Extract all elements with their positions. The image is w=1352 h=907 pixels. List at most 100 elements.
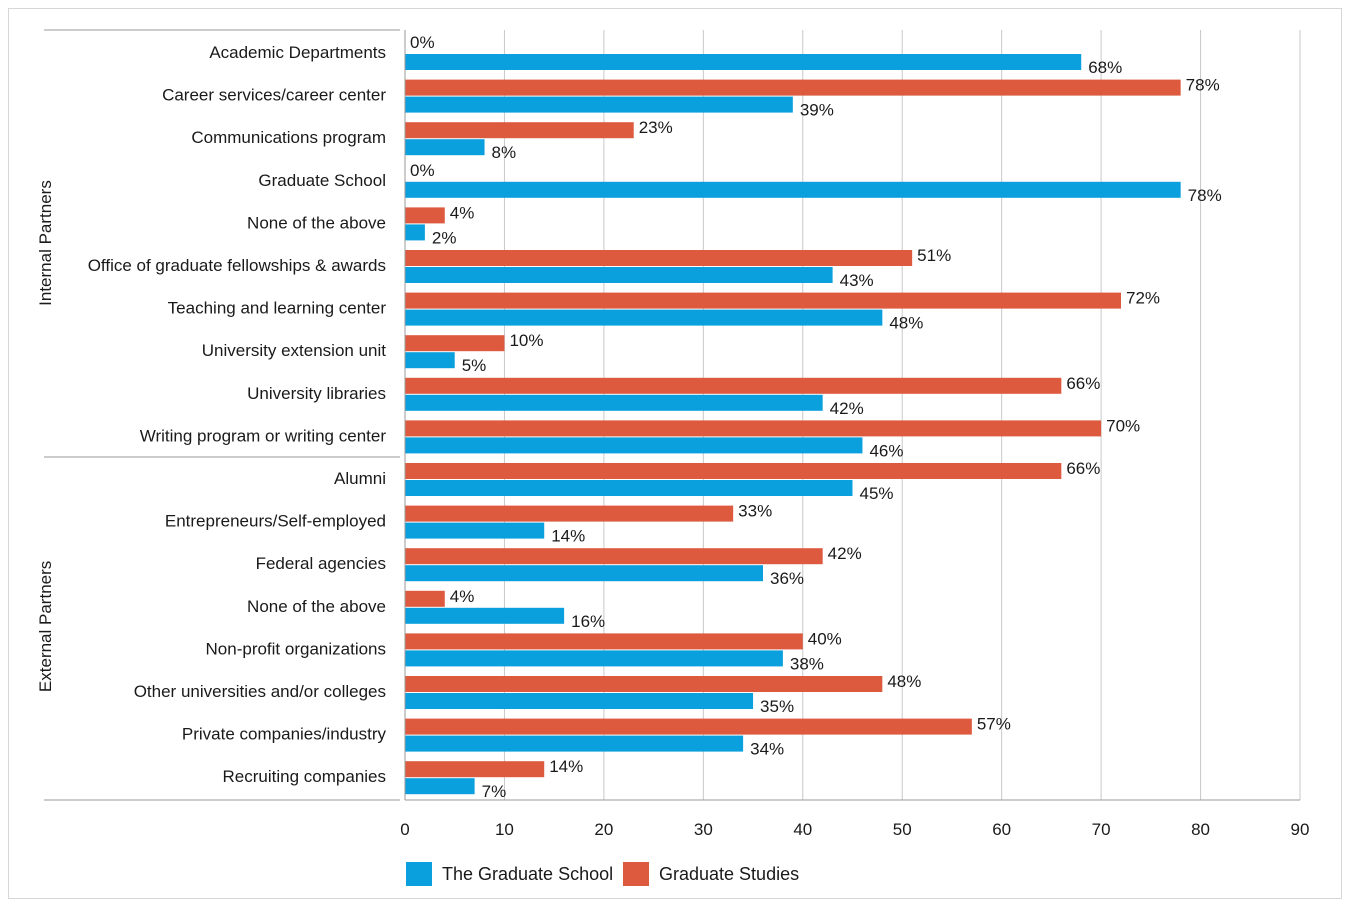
data-label-graduate-studies: 4% xyxy=(450,203,475,222)
x-tick-label: 20 xyxy=(594,820,613,839)
bar-graduate-studies xyxy=(405,79,1181,96)
data-label-the-graduate-school: 68% xyxy=(1088,58,1122,77)
data-label-graduate-studies: 48% xyxy=(887,672,921,691)
x-tick-label: 30 xyxy=(694,820,713,839)
bar-graduate-studies xyxy=(405,292,1121,309)
data-label-the-graduate-school: 43% xyxy=(840,271,874,290)
bar-graduate-studies xyxy=(405,122,634,139)
category-label: None of the above xyxy=(247,597,386,616)
group-label: Internal Partners xyxy=(36,180,55,306)
x-tick-label: 90 xyxy=(1291,820,1310,839)
data-label-graduate-studies: 14% xyxy=(549,757,583,776)
legend-swatch xyxy=(623,862,649,886)
data-label-graduate-studies: 70% xyxy=(1106,416,1140,435)
legend-swatch xyxy=(406,862,432,886)
bar-the-graduate-school xyxy=(405,54,1082,70)
data-label-the-graduate-school: 2% xyxy=(432,228,457,247)
category-label: University libraries xyxy=(247,384,386,403)
bar-graduate-studies xyxy=(405,590,445,607)
bar-the-graduate-school xyxy=(405,267,833,283)
bar-graduate-studies xyxy=(405,207,445,224)
category-label: None of the above xyxy=(247,213,386,232)
bar-graduate-studies xyxy=(405,761,545,778)
data-label-the-graduate-school: 78% xyxy=(1188,186,1222,205)
data-label-graduate-studies: 23% xyxy=(639,118,673,137)
category-label: Office of graduate fellowships & awards xyxy=(88,256,386,275)
data-label-the-graduate-school: 8% xyxy=(492,143,517,162)
data-label-the-graduate-school: 46% xyxy=(869,441,903,460)
data-label-the-graduate-school: 16% xyxy=(571,612,605,631)
bar-graduate-studies xyxy=(405,463,1062,479)
category-label: Career services/career center xyxy=(162,86,386,105)
category-label: Entrepreneurs/Self-employed xyxy=(165,512,386,531)
data-label-the-graduate-school: 42% xyxy=(830,399,864,418)
category-label: Academic Departments xyxy=(209,43,386,62)
x-axis: 0 10 20 30 40 50 60 70 80 90 xyxy=(400,30,1309,839)
bar-the-graduate-school xyxy=(405,437,863,454)
bar-the-graduate-school xyxy=(405,181,1181,198)
bar-the-graduate-school xyxy=(405,352,455,369)
data-label-the-graduate-school: 7% xyxy=(482,782,507,801)
data-label-the-graduate-school: 5% xyxy=(462,356,487,375)
data-label-the-graduate-school: 39% xyxy=(800,101,834,120)
x-tick-label: 0 xyxy=(400,820,409,839)
category-label: Graduate School xyxy=(258,171,386,190)
data-label-graduate-studies: 66% xyxy=(1066,374,1100,393)
bar-graduate-studies xyxy=(405,335,505,352)
bar-graduate-studies xyxy=(405,420,1102,437)
bar-graduate-studies xyxy=(405,377,1062,394)
bar-graduate-studies xyxy=(405,505,734,522)
x-tick-label: 10 xyxy=(495,820,514,839)
data-label-graduate-studies: 51% xyxy=(917,246,951,265)
bar-the-graduate-school xyxy=(405,139,485,156)
bar-the-graduate-school xyxy=(405,565,763,582)
bar-graduate-studies xyxy=(405,633,803,650)
bar-the-graduate-school xyxy=(405,607,565,624)
x-tick-label: 50 xyxy=(893,820,912,839)
category-label: University extension unit xyxy=(202,341,387,360)
x-tick-label: 80 xyxy=(1191,820,1210,839)
data-label-the-graduate-school: 34% xyxy=(750,740,784,759)
bar-graduate-studies xyxy=(405,250,913,266)
category-label: Non-profit organizations xyxy=(206,639,386,658)
category-label: Recruiting companies xyxy=(223,767,386,786)
data-label-graduate-studies: 40% xyxy=(808,629,842,648)
category-label: Federal agencies xyxy=(256,554,386,573)
category-label: Private companies/industry xyxy=(182,725,387,744)
data-label-graduate-studies: 57% xyxy=(977,715,1011,734)
legend: The Graduate School Graduate Studies xyxy=(406,862,799,886)
bars: 0% 68% 78% 39% 23% 8% 0% 78% 4% 2% 51% 43% 72% 48% 10%… xyxy=(405,33,1222,801)
bar-the-graduate-school xyxy=(405,96,793,113)
bar-the-graduate-school xyxy=(405,224,425,241)
bar-graduate-studies xyxy=(405,548,823,565)
data-label-the-graduate-school: 48% xyxy=(889,314,923,333)
legend-label: The Graduate School xyxy=(442,864,613,884)
data-label-graduate-studies: 42% xyxy=(828,544,862,563)
group-labels: Internal Partners External Partners xyxy=(36,29,400,801)
bar-the-graduate-school xyxy=(405,522,545,539)
bar-graduate-studies xyxy=(405,676,883,692)
data-label-graduate-studies: 33% xyxy=(738,502,772,521)
data-label-the-graduate-school: 45% xyxy=(860,484,894,503)
data-label-graduate-studies: 10% xyxy=(509,331,543,350)
bar-the-graduate-school xyxy=(405,693,754,709)
category-label: Other universities and/or colleges xyxy=(134,682,386,701)
bar-the-graduate-school xyxy=(405,309,883,326)
data-label-graduate-studies: 0% xyxy=(410,33,435,52)
data-label-graduate-studies: 66% xyxy=(1066,459,1100,478)
bar-the-graduate-school xyxy=(405,778,475,795)
bar-the-graduate-school xyxy=(405,480,853,496)
data-label-graduate-studies: 4% xyxy=(450,587,475,606)
data-label-graduate-studies: 72% xyxy=(1126,289,1160,308)
bar-the-graduate-school xyxy=(405,394,823,411)
bar-the-graduate-school xyxy=(405,650,783,667)
category-label: Communications program xyxy=(191,128,386,147)
x-tick-label: 60 xyxy=(992,820,1011,839)
data-label-graduate-studies: 0% xyxy=(410,161,435,180)
category-label: Writing program or writing center xyxy=(140,426,387,445)
data-label-graduate-studies: 78% xyxy=(1186,76,1220,95)
data-label-the-graduate-school: 35% xyxy=(760,697,794,716)
x-tick-label: 40 xyxy=(793,820,812,839)
x-tick-label: 70 xyxy=(1092,820,1111,839)
